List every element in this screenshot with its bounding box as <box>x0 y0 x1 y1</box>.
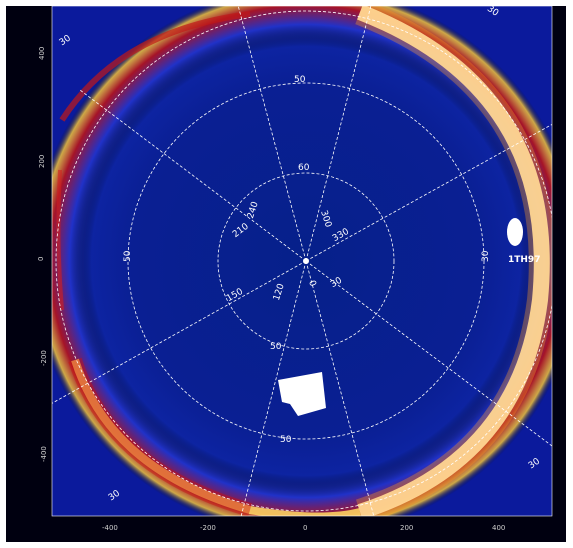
x-tick-0: 0 <box>303 524 307 532</box>
x-tick-200: 200 <box>400 524 413 532</box>
bright-arc-right <box>357 6 550 516</box>
y-tick-neg400: -400 <box>40 446 48 462</box>
grid-circles <box>55 10 552 512</box>
bright-arc-glow <box>355 6 552 516</box>
radial-3 <box>79 89 307 262</box>
bright-arc-bottom <box>71 358 361 516</box>
masked-patch <box>278 372 326 416</box>
red-arc-top <box>59 11 251 122</box>
plot-border <box>51 5 553 517</box>
radial-1 <box>237 6 307 262</box>
lat-label-50-left: 50 <box>123 250 133 262</box>
lat-label-50-top: 50 <box>294 75 306 85</box>
radial-6 <box>305 123 552 262</box>
y-tick-200: 200 <box>38 155 46 168</box>
lon-label-0: 0 <box>306 279 317 288</box>
lat-label-30-right: 30 <box>481 250 491 262</box>
radial-4 <box>305 260 552 447</box>
radial-7 <box>305 6 372 262</box>
x-tick-neg200: -200 <box>200 524 216 532</box>
source-label: 1TH97 <box>508 255 540 265</box>
y-tick-400: 400 <box>38 47 46 60</box>
grid-radials <box>52 6 552 516</box>
red-arc-bottom <box>68 357 252 516</box>
bright-blob <box>507 218 523 246</box>
plot-area: 50 60 50 50 50 30 30 30 30 30 240 300 21… <box>52 6 552 516</box>
lat-label-50-lower: 50 <box>280 435 292 445</box>
radial-2 <box>305 260 375 516</box>
x-axis: -400 -200 0 200 400 <box>102 524 505 532</box>
radial-5 <box>52 260 307 404</box>
grid-circle-middle <box>127 82 485 440</box>
lat-label-60-top: 60 <box>298 163 310 173</box>
lat-label-50-bottom: 50 <box>270 342 282 352</box>
emission-ring <box>52 6 552 516</box>
radial-8 <box>240 260 307 516</box>
grid-circle-outer <box>55 10 552 512</box>
x-tick-400: 400 <box>492 524 505 532</box>
pole-marker <box>303 258 309 264</box>
grid-circle-inner <box>217 172 395 350</box>
y-tick-neg200: -200 <box>40 350 48 366</box>
red-streak-left <box>56 169 64 311</box>
y-axis: 400 200 0 -200 -400 <box>37 47 48 462</box>
y-tick-0: 0 <box>37 257 45 261</box>
x-tick-neg400: -400 <box>102 524 118 532</box>
